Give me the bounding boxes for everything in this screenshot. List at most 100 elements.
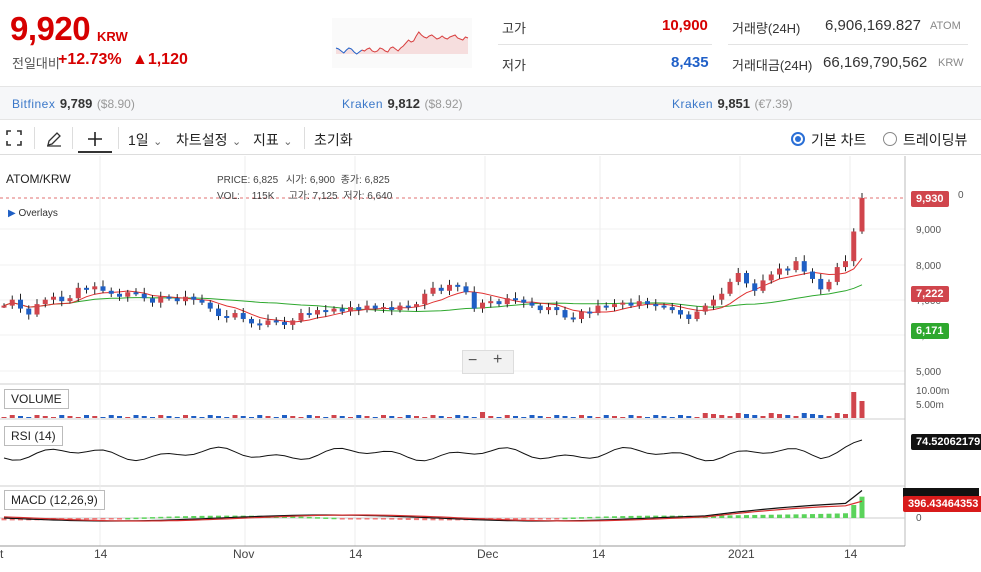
volume-bar <box>356 415 362 418</box>
macd-hist-bar <box>348 518 353 520</box>
volume-bar <box>232 415 238 418</box>
chevron-down-icon: ⌄ <box>283 136 293 148</box>
volume-bar <box>513 416 518 418</box>
candle-body <box>711 299 716 306</box>
volume-bar <box>141 416 147 418</box>
volume-bar <box>18 416 23 418</box>
indicators-menu[interactable]: 지표 ⌄ <box>253 130 292 150</box>
volume-bar <box>372 417 378 418</box>
macd-hist-bar <box>859 496 865 518</box>
ohlc-open-label: 시가: <box>285 175 308 186</box>
candle-body <box>562 310 568 318</box>
candle-body <box>471 292 477 309</box>
candle-body <box>438 287 444 291</box>
basic-chart-label[interactable]: 기본 차트 <box>811 132 867 148</box>
macd-hist-bar <box>158 516 164 519</box>
exchange-foreign-price: (€7.39) <box>754 97 793 111</box>
crosshair-icon[interactable] <box>86 130 104 148</box>
fullscreen-icon[interactable] <box>6 130 22 146</box>
change-percent: +12.73% <box>58 51 122 68</box>
volume-bar <box>298 417 304 418</box>
price-chart[interactable] <box>0 156 981 572</box>
volume-bar <box>191 416 197 418</box>
candle-body <box>34 304 40 315</box>
candle-body <box>108 290 114 294</box>
rsi-line <box>3 439 863 462</box>
exchange-item[interactable]: Kraken 9,851 (€7.39) <box>672 95 793 113</box>
macd-hist-bar <box>562 517 568 520</box>
macd-hist-bar <box>414 518 419 521</box>
volume-bar <box>529 415 535 418</box>
tradingview-radio[interactable] <box>883 132 897 146</box>
volume-bar <box>323 417 329 418</box>
macd-hist-bar <box>785 514 791 518</box>
macd-hist-bar <box>661 515 667 518</box>
ma-short-line <box>3 257 863 323</box>
candlesticks <box>1 192 865 330</box>
candle-body <box>645 301 650 305</box>
volume-bar <box>51 417 56 418</box>
exchange-foreign-price: ($8.90) <box>96 97 135 111</box>
exchange-item[interactable]: Bitfinex 9,789 ($8.90) <box>12 95 135 113</box>
volume-bar <box>389 416 395 418</box>
reset-button[interactable]: 초기화 <box>314 132 353 148</box>
volume-bar <box>793 416 799 418</box>
volume-bar <box>290 416 296 418</box>
candle-body <box>224 315 230 318</box>
volume-bar <box>331 415 337 418</box>
volume-bar <box>166 416 172 418</box>
volume-bar <box>26 417 32 418</box>
volume-bar <box>75 417 81 418</box>
candle-body <box>381 307 386 310</box>
macd-hist-bar <box>546 518 551 520</box>
overlays-toggle[interactable]: ▶ Overlays <box>8 208 58 219</box>
volume-bar <box>752 415 758 418</box>
volume-bar <box>834 413 840 418</box>
candle-body <box>669 307 675 311</box>
ohlc-row-1: PRICE: 6,825 시가: 6,900 종가: 6,825 <box>217 171 390 186</box>
candle-body <box>793 261 799 271</box>
tradingview-label[interactable]: 트레이딩뷰 <box>903 132 968 148</box>
chevron-down-icon: ⌄ <box>231 136 242 148</box>
candle-body <box>768 274 774 281</box>
volume-bar <box>265 416 271 418</box>
exchange-item[interactable]: Kraken 9,812 ($8.92) <box>342 95 463 113</box>
macd-hist-bar <box>612 516 617 518</box>
crosshair-tool[interactable] <box>78 125 112 153</box>
zoom-out-button[interactable]: − <box>468 352 478 369</box>
macd-hist-bar <box>100 518 106 520</box>
candle-body <box>513 298 518 301</box>
macd-hist-bar <box>67 518 73 520</box>
candle-body <box>26 308 32 315</box>
volume-bar <box>108 415 114 418</box>
volume-24h-label: 거래량(24H) <box>732 21 801 36</box>
volume-bar <box>801 413 807 418</box>
volume-bar <box>414 416 419 418</box>
macd-hist-bar <box>579 517 584 519</box>
candle-body <box>207 302 213 309</box>
x-tick: Nov <box>233 547 255 561</box>
macd-hist-bar <box>645 515 650 518</box>
volume-bar <box>859 401 865 418</box>
candle-body <box>150 298 155 303</box>
zoom-in-button[interactable]: + <box>493 351 503 368</box>
volume-bar <box>785 415 791 418</box>
exchange-name: Bitfinex <box>12 97 56 111</box>
exchange-price: 9,789 <box>59 96 93 111</box>
volume-bars <box>1 392 865 418</box>
ohlc-row-2: VOL: 115K 고가: 7,125 저가: 6,640 <box>217 187 392 202</box>
ohlc-price: 6,825 <box>253 175 279 186</box>
volume-bar <box>257 415 263 418</box>
overlays-label: Overlays <box>18 208 58 219</box>
basic-chart-radio[interactable] <box>791 132 805 146</box>
volume-bar <box>158 415 164 418</box>
macd-hist-bar <box>554 518 560 520</box>
interval-select[interactable]: 1일 ⌄ <box>128 130 162 150</box>
indicators-label: 지표 <box>253 132 279 148</box>
pencil-icon[interactable] <box>45 130 63 148</box>
volume-bar <box>133 415 139 418</box>
volume-bar <box>760 416 766 418</box>
macd-hist-bar <box>513 518 518 520</box>
macd-hist-bar <box>735 515 741 518</box>
chart-settings-menu[interactable]: 차트설정 ⌄ <box>176 130 241 150</box>
